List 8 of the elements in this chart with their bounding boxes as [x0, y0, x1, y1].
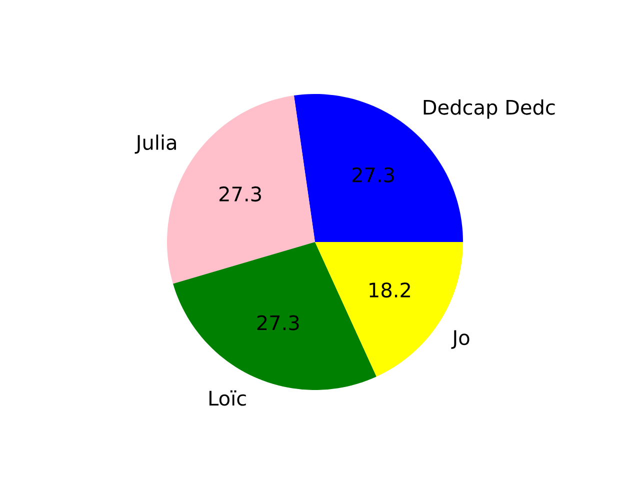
- slice-label: Jo: [451, 330, 470, 349]
- data-label: 27.3: [352, 167, 394, 182]
- slice-label: Loïc: [209, 390, 246, 406]
- slice-label: Julia: [134, 134, 176, 154]
- slice-label: Dedcap Dedc: [424, 99, 555, 119]
- data-label: 27.3: [257, 315, 299, 330]
- data-label: 18.2: [370, 282, 410, 298]
- data-label: 27.3: [220, 186, 261, 202]
